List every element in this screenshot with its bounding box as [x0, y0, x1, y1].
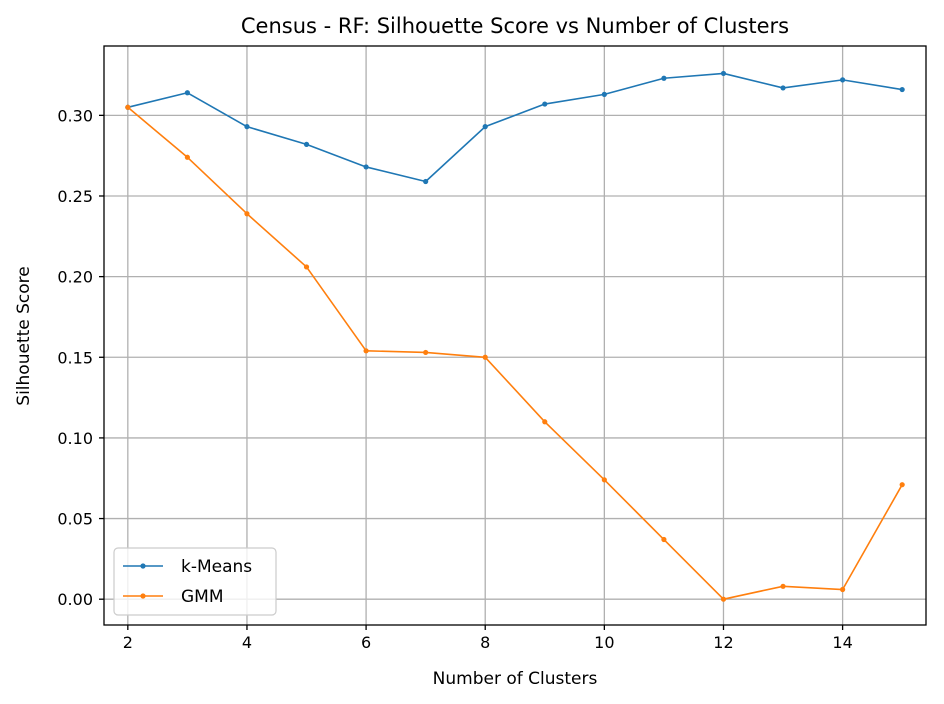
data-point-gmm	[125, 104, 131, 110]
legend-box	[113, 547, 277, 616]
data-point-k-means	[184, 90, 190, 96]
x-tick-label: 2	[123, 633, 133, 652]
data-point-k-means	[780, 85, 786, 91]
data-point-gmm	[482, 354, 488, 360]
x-tick-label: 12	[713, 633, 733, 652]
chart-title: Census - RF: Silhouette Score vs Number …	[241, 14, 789, 38]
y-tick-label: 0.05	[57, 510, 93, 529]
data-point-k-means	[482, 124, 488, 130]
series-layer	[125, 70, 905, 602]
data-point-gmm	[423, 349, 429, 356]
plot-frame	[103, 45, 927, 626]
legend: k-Means GMM	[113, 547, 277, 616]
data-point-k-means	[363, 164, 369, 170]
x-tick-label: 10	[594, 633, 614, 652]
y-axis-label: Silhouette Score	[14, 266, 34, 405]
y-tick-label: 0.25	[57, 187, 93, 206]
data-point-k-means	[244, 124, 250, 130]
x-tick-label: 6	[361, 633, 371, 652]
data-point-k-means	[601, 91, 607, 97]
data-point-gmm	[720, 596, 727, 602]
x-axis-label: Number of Clusters	[433, 669, 598, 689]
data-point-gmm	[184, 154, 190, 160]
data-point-gmm	[303, 264, 310, 270]
y-tick-label: 0.15	[57, 348, 93, 367]
y-tick-label: 0.00	[57, 590, 93, 609]
x-tick-label: 8	[480, 633, 490, 652]
data-point-gmm	[780, 583, 786, 589]
data-point-k-means	[303, 141, 310, 147]
legend-label-gmm: GMM	[181, 587, 224, 607]
data-point-gmm	[661, 536, 667, 543]
data-point-gmm	[840, 586, 846, 593]
data-point-gmm	[244, 211, 250, 217]
legend-marker-gmm	[140, 593, 146, 599]
data-point-gmm	[542, 419, 548, 425]
data-point-k-means	[899, 86, 905, 93]
data-point-gmm	[363, 348, 369, 354]
data-point-k-means	[423, 178, 429, 185]
data-point-k-means	[542, 101, 548, 107]
x-tick-label: 14	[832, 633, 852, 652]
series-line-k-means	[127, 72, 903, 183]
data-point-gmm	[601, 477, 607, 483]
legend-marker-k-means	[140, 563, 146, 569]
data-point-k-means	[661, 75, 667, 81]
legend-label-k-means: k-Means	[181, 557, 252, 577]
series-line-gmm	[127, 106, 903, 600]
x-tick-label: 4	[242, 633, 252, 652]
tick-layer: 2 4 6 8 10 12 14 0.00 0.05 0.10 0.15 0.20 0.25 0.30	[57, 106, 852, 652]
data-point-k-means	[840, 77, 846, 83]
data-point-k-means	[720, 70, 727, 77]
y-tick-label: 0.20	[57, 268, 93, 287]
data-point-gmm	[899, 482, 905, 488]
y-tick-label: 0.10	[57, 429, 93, 448]
y-tick-label: 0.30	[57, 106, 93, 125]
